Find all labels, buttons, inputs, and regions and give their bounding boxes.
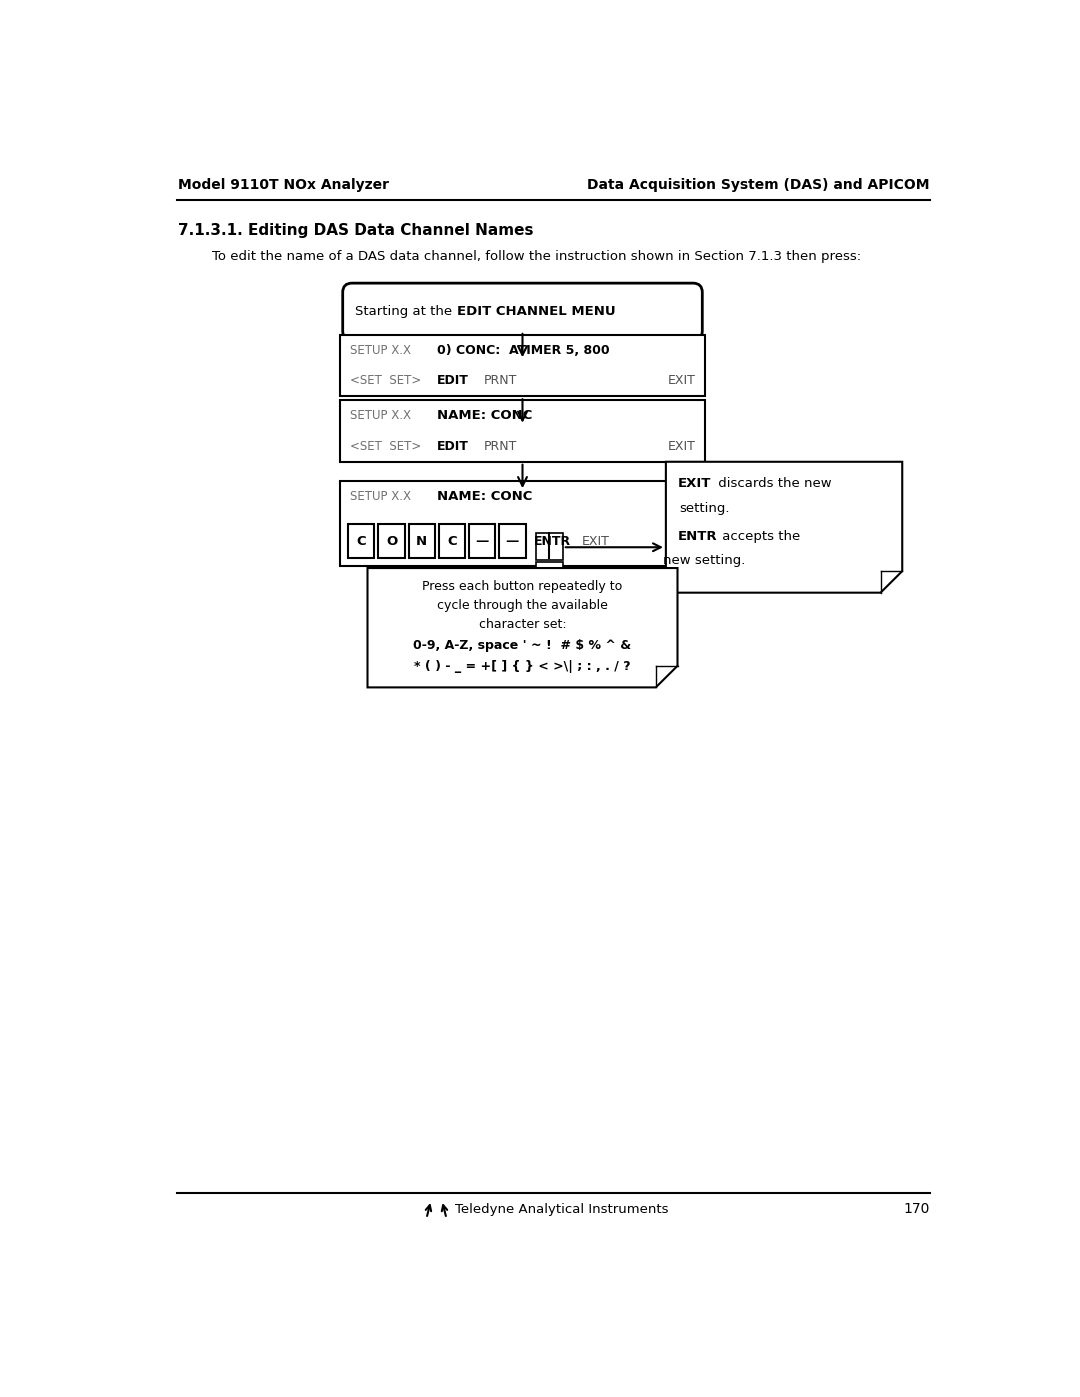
Text: cycle through the available: cycle through the available [437,599,608,612]
Text: PRNT: PRNT [484,440,517,453]
Bar [499,524,526,557]
Text: <SET  SET>: <SET SET> [350,440,421,453]
Text: 0) CONC:  ATIMER 5, 800: 0) CONC: ATIMER 5, 800 [437,344,610,358]
Text: EDIT: EDIT [437,440,469,453]
Polygon shape [666,462,902,592]
Text: Model 9110T NOx Analyzer: Model 9110T NOx Analyzer [177,179,389,193]
Text: discards the new: discards the new [714,478,832,490]
Text: C: C [356,535,366,548]
Text: SETUP X.X: SETUP X.X [350,409,410,422]
Text: * ( ) - _ = +[ ] { } < >\| ; : , . / ?: * ( ) - _ = +[ ] { } < >\| ; : , . / ? [415,661,631,673]
Text: accepts the: accepts the [718,529,800,542]
Text: 7.1.3.1. Editing DAS Data Channel Names: 7.1.3.1. Editing DAS Data Channel Names [177,224,534,237]
Text: EXIT: EXIT [667,374,696,387]
Text: setting.: setting. [679,502,730,515]
Text: new setting.: new setting. [663,555,746,567]
Text: EXIT: EXIT [677,478,711,490]
Bar [340,335,704,397]
Text: Starting at the: Starting at the [355,305,457,319]
Bar [536,562,563,588]
Bar [340,481,704,566]
Bar [348,524,375,557]
Text: Teledyne Analytical Instruments: Teledyne Analytical Instruments [455,1203,669,1215]
Text: SETUP X.X: SETUP X.X [350,344,410,358]
Text: EXIT: EXIT [667,440,696,453]
FancyBboxPatch shape [342,284,702,339]
Bar [408,524,435,557]
Text: —: — [505,535,519,548]
Text: EXIT: EXIT [582,535,610,548]
Text: O: O [386,535,397,548]
Bar [378,524,405,557]
Text: character set:: character set: [478,617,566,631]
Text: SETUP X.X: SETUP X.X [350,490,410,503]
Bar [469,524,496,557]
Text: C: C [447,535,457,548]
Text: Data Acquisition System (DAS) and APICOM: Data Acquisition System (DAS) and APICOM [586,179,930,193]
Bar [438,524,465,557]
Text: —: — [475,535,489,548]
Text: EDIT CHANNEL MENU: EDIT CHANNEL MENU [457,305,616,319]
Text: <SET  SET>: <SET SET> [350,374,421,387]
Text: 170: 170 [903,1203,930,1217]
Text: NAME: CONC: NAME: CONC [437,490,532,503]
Text: ENTR: ENTR [535,535,571,548]
Text: ENTR: ENTR [677,529,717,542]
Text: 0-9, A-Z, space ' ~ !  # $ % ^ &: 0-9, A-Z, space ' ~ ! # $ % ^ & [414,638,632,652]
Text: PRNT: PRNT [484,374,517,387]
Text: EDIT: EDIT [437,374,469,387]
Text: To edit the name of a DAS data channel, follow the instruction shown in Section : To edit the name of a DAS data channel, … [213,250,862,263]
Bar [536,532,563,560]
Text: Press each button repeatedly to: Press each button repeatedly to [422,580,623,592]
Polygon shape [367,569,677,687]
Text: NAME: CONC: NAME: CONC [437,409,532,422]
Text: N: N [416,535,428,548]
Bar [340,400,704,462]
